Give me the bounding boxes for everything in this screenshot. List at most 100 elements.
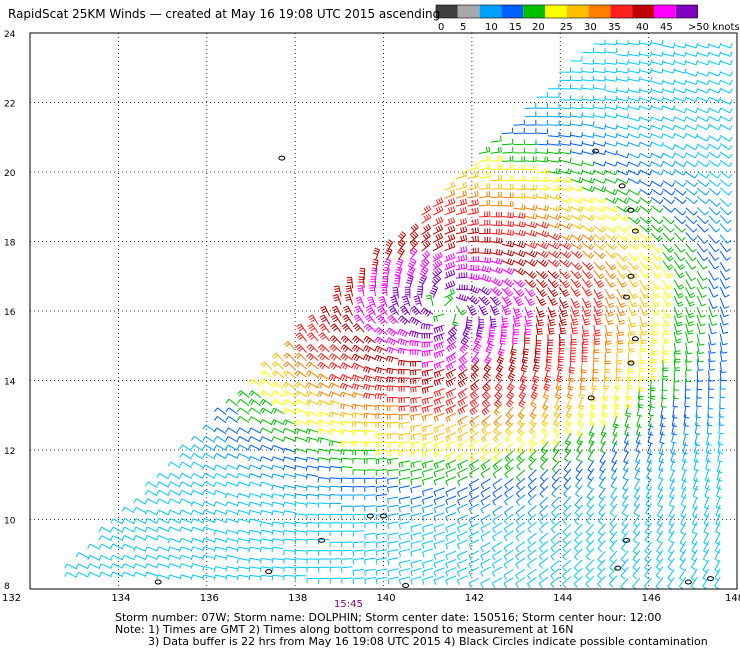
wind-barb	[570, 270, 583, 280]
wind-barb	[467, 295, 480, 305]
y-tick-label: 8	[4, 582, 10, 592]
wind-barb	[421, 369, 434, 377]
wind-barb	[329, 530, 342, 537]
wind-barb	[627, 316, 637, 328]
wind-barb	[524, 323, 532, 336]
wind-barb	[694, 433, 700, 447]
wind-barb	[480, 503, 491, 514]
wind-barb	[559, 176, 572, 183]
wind-barb	[236, 509, 250, 516]
wind-barb	[716, 469, 722, 482]
wind-barb	[557, 350, 564, 363]
wind-barb	[294, 370, 307, 378]
wind-barb	[471, 360, 480, 373]
wind-barb	[387, 557, 399, 565]
wind-barb	[692, 477, 699, 491]
wind-barb	[593, 206, 607, 213]
wind-barb	[715, 521, 721, 535]
wind-barb	[555, 378, 562, 391]
wind-barb	[121, 571, 135, 577]
wind-barb	[708, 314, 718, 326]
wind-barb	[346, 276, 354, 289]
wind-barb	[352, 522, 365, 529]
wind-barb	[547, 111, 560, 118]
wind-barb	[455, 234, 468, 243]
wind-barb	[202, 444, 215, 452]
wind-barb	[536, 111, 548, 118]
wind-barb	[536, 184, 549, 191]
wind-barb	[352, 557, 365, 565]
wind-barb	[167, 472, 181, 480]
wind-barb	[352, 568, 365, 576]
wind-barb	[374, 336, 388, 344]
wind-barb	[559, 242, 572, 250]
wind-barb	[478, 191, 491, 199]
wind-barb	[433, 512, 445, 522]
wind-barb	[696, 223, 709, 233]
wind-barb	[341, 566, 353, 573]
wind-barb	[628, 39, 641, 46]
wind-barb	[639, 96, 653, 102]
wind-barb	[317, 428, 330, 435]
wind-barb	[397, 239, 406, 252]
wind-barb	[536, 270, 549, 279]
wind-barb	[702, 568, 710, 582]
wind-barb	[421, 223, 432, 236]
wind-barb	[351, 403, 365, 410]
wind-barb	[462, 324, 471, 338]
wind-barb	[410, 548, 422, 557]
wind-barb	[524, 259, 538, 267]
wind-barb	[516, 458, 526, 471]
wind-barb	[696, 287, 707, 298]
wind-barb	[539, 521, 549, 534]
wind-barb	[496, 359, 504, 373]
wind-barb	[651, 196, 664, 205]
wind-barb	[432, 240, 443, 252]
wind-barb	[480, 541, 491, 553]
wind-barb	[685, 132, 699, 139]
wind-barb	[179, 546, 192, 552]
wind-barb	[318, 577, 330, 584]
wind-barb	[317, 502, 330, 508]
wind-barb	[604, 297, 615, 308]
wind-barb	[445, 412, 457, 423]
wind-barb	[638, 379, 645, 392]
wind-barb	[490, 183, 502, 190]
wind-barb	[575, 449, 583, 462]
wind-barb	[248, 427, 261, 434]
wind-barb	[639, 152, 653, 159]
wind-barb	[329, 566, 342, 573]
wind-barb	[317, 390, 330, 398]
wind-barb	[662, 124, 676, 131]
wind-barb	[410, 523, 422, 533]
wind-barb	[294, 419, 307, 426]
wind-barb	[467, 171, 479, 179]
wind-barb	[685, 342, 693, 355]
wind-barb	[133, 526, 147, 533]
wind-barb	[179, 563, 192, 569]
wind-barb	[633, 495, 641, 508]
wind-barb	[628, 51, 641, 57]
wind-barb	[410, 424, 422, 432]
wind-barb	[559, 67, 571, 73]
wind-barb	[679, 549, 687, 563]
wind-barb	[467, 256, 479, 262]
wind-barb	[651, 160, 664, 168]
wind-barb	[685, 251, 697, 262]
wind-barb	[616, 305, 626, 317]
wind-barb	[627, 241, 640, 251]
wind-barb	[283, 574, 296, 581]
wind-barb	[527, 549, 537, 561]
legend-swatch	[632, 5, 654, 18]
wind-barb	[628, 169, 641, 176]
x-tick-label: 138	[288, 593, 307, 604]
wind-barb	[570, 84, 583, 90]
wind-barb	[328, 420, 342, 427]
wind-barb	[570, 67, 583, 73]
wind-barb	[510, 343, 518, 356]
wind-barb	[492, 494, 503, 506]
wind-barb	[410, 485, 422, 494]
wind-barb	[364, 568, 376, 576]
wind-barb	[294, 502, 307, 508]
wind-barb	[685, 96, 699, 102]
